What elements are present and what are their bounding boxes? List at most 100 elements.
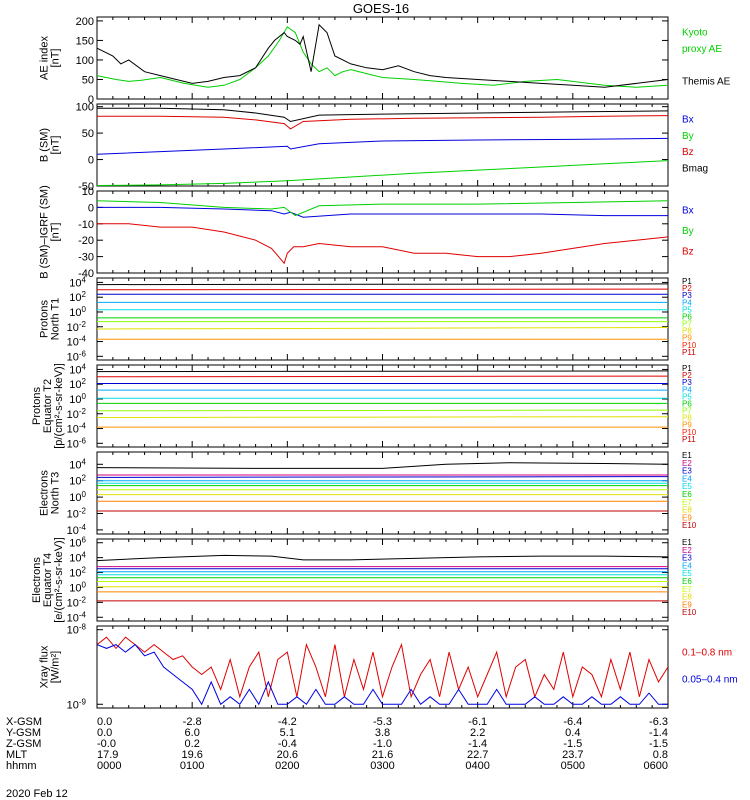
y-tick-label: 10-2	[67, 507, 87, 521]
legend-entry: P7	[682, 320, 692, 329]
legend-entry: Bx	[682, 114, 694, 125]
y-tick-label: 10-9	[67, 697, 87, 711]
footer-value: -6.3	[649, 716, 668, 728]
legend-entry: P9	[682, 334, 692, 343]
legend-entry: Themis AE	[682, 77, 731, 88]
legend-entry: E7	[682, 498, 692, 507]
legend-entry: E2	[682, 459, 692, 468]
plot-title: GOES-16	[353, 1, 409, 16]
orbit-footer: X-GSM 0.0 -2.8 -4.2 -5.3 -6.1 -6.4 -6.3 Y-GSM 0.0…	[6, 716, 668, 772]
legend-entry: P1	[682, 364, 692, 373]
y-tick-label: 100	[69, 580, 86, 594]
y-axis-label: AE index	[39, 35, 51, 80]
series-P1	[97, 370, 668, 373]
y-tick-label: 104	[69, 275, 86, 289]
y-axis-label: Xray flux	[39, 645, 51, 688]
y-tick-label: 102	[69, 474, 86, 488]
y-tick-label: 104	[69, 457, 86, 471]
panel-bsm: -50 0 50 100 B (SM) [nT] Bx By Bz Bmag	[39, 102, 709, 193]
legend-entry: E8	[682, 593, 692, 602]
footer-row-label: MLT	[6, 749, 27, 761]
legend-entry: P2	[682, 371, 692, 380]
y-tick-label: 150	[76, 35, 94, 47]
series-E1	[97, 554, 668, 562]
footer-value: -6.4	[563, 716, 582, 728]
y-axis-label: [nT]	[50, 49, 62, 68]
y-axis-label: Electrons	[31, 557, 43, 603]
series-0-05-0-4-nm	[97, 643, 668, 706]
legend-entry: E10	[682, 521, 697, 530]
series-Bz	[97, 115, 668, 130]
y-tick-label: 104	[69, 551, 86, 565]
series-Kyoto-proxy-AE	[97, 26, 668, 88]
panel-frame	[96, 190, 669, 274]
legend-entry: P5	[682, 392, 692, 401]
footer-value: 0100	[180, 760, 204, 772]
legend-entry: E7	[682, 585, 692, 594]
footer-value: -1.4	[649, 727, 668, 739]
footer-row-label: hhmm	[6, 760, 37, 772]
y-tick-label: 100	[69, 305, 86, 319]
footer-value: 22.7	[467, 749, 488, 761]
series-By	[97, 200, 668, 217]
footer-value: 0400	[465, 760, 489, 772]
y-tick-label: 10-2	[67, 595, 87, 609]
legend-entry: By	[682, 131, 694, 142]
series-Bz	[97, 223, 668, 265]
footer-value: 23.7	[562, 749, 583, 761]
legend-entry: E9	[682, 600, 692, 609]
y-axis-label: North T3	[50, 472, 62, 515]
y-tick-label: 0	[88, 94, 94, 106]
footer-row-label: Y-GSM	[6, 727, 41, 739]
legend-entry: Bmag	[682, 164, 708, 175]
legend-entry: E1	[682, 451, 692, 460]
y-tick-label: 106	[69, 536, 86, 550]
series-P7	[97, 409, 668, 412]
y-axis-label: [W/m²]	[50, 651, 62, 683]
y-tick-label: 0	[88, 202, 94, 214]
legend-entry: P9	[682, 421, 692, 430]
legend-entry: E4	[682, 474, 692, 483]
panel-ae: 0 50 100 150 200 AE index [nT] Kyoto proxy AE The…	[39, 16, 731, 106]
y-tick-label: 102	[69, 566, 86, 580]
y-axis-label: Equator T2	[42, 379, 54, 433]
footer-value: 0300	[370, 760, 394, 772]
footer-value: 5.1	[280, 727, 295, 739]
y-tick-label: 100	[76, 55, 94, 67]
footer-value: 20.6	[277, 749, 298, 761]
y-tick-label: 10-6	[67, 436, 87, 450]
series-P2	[97, 375, 668, 378]
y-tick-label: 100	[69, 392, 86, 406]
footer-value: 0200	[275, 760, 299, 772]
footer-value: 0.0	[97, 727, 112, 739]
legend-entry: P3	[682, 291, 692, 300]
legend-entry: E6	[682, 577, 692, 586]
legend-entry: Bz	[682, 147, 694, 158]
footer-value: -1.5	[563, 738, 582, 750]
y-axis-label: [e/(cm²-s-sr-keV)]	[53, 537, 65, 623]
y-tick-label: 102	[69, 377, 86, 391]
footer-value: 0.8	[653, 749, 668, 761]
legend-entry: E4	[682, 561, 692, 570]
legend-entry: P6	[682, 312, 692, 321]
panel-bigrf: -40 -30 -20 -10 0 10 B (SM)–IGRF (SM) [nT] Bx By B…	[39, 185, 694, 280]
legend-entry: P4	[682, 298, 692, 307]
legend-entry: proxy AE	[682, 44, 722, 55]
series-Bx	[97, 137, 668, 155]
y-tick-label: 10-4	[67, 335, 87, 349]
legend-entry: E1	[682, 538, 692, 547]
y-tick-label: 10-2	[67, 407, 87, 421]
series-E1	[97, 462, 668, 469]
y-tick-label: 10-8	[67, 623, 87, 637]
legend-entry: P10	[682, 341, 697, 350]
plot-date: 2020 Feb 12	[6, 788, 68, 800]
legend-entry: P3	[682, 378, 692, 387]
y-tick-label: 10-4	[67, 422, 87, 436]
footer-row-label: X-GSM	[6, 716, 42, 728]
y-tick-label: -30	[78, 252, 94, 264]
legend-entry: P4	[682, 385, 692, 394]
y-axis-label: Electrons	[39, 470, 51, 516]
